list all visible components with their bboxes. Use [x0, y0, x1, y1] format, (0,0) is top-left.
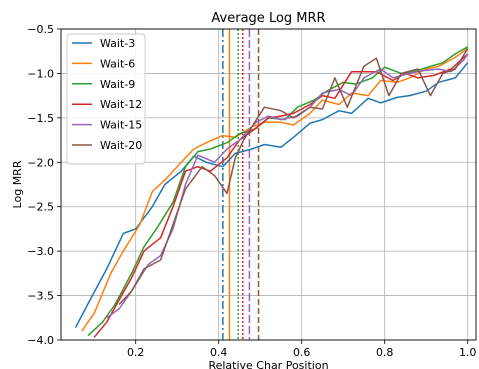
y-tick-label: −1.0 — [27, 67, 54, 80]
plot-frame — [60, 28, 477, 341]
legend-label: Wait-20 — [100, 139, 142, 152]
y-axis-label: Log MRR — [11, 160, 24, 208]
legend-label: Wait-15 — [100, 119, 142, 132]
x-tick-label: 0.2 — [127, 346, 145, 359]
y-tick-label: −1.5 — [27, 112, 54, 125]
legend-label: Wait-6 — [100, 57, 135, 70]
y-tick-label: −2.0 — [27, 156, 54, 169]
series-lines — [74, 46, 469, 338]
x-tick-label: 0.8 — [376, 346, 394, 359]
y-tick-label: −0.5 — [27, 23, 54, 36]
legend-label: Wait-9 — [100, 78, 135, 91]
y-tick-label: −3.0 — [27, 245, 54, 258]
series-line-wait-20 — [118, 48, 469, 306]
y-tick-label: −4.0 — [27, 334, 54, 347]
x-tick-label: 0.6 — [293, 346, 311, 359]
y-tick-label: −2.5 — [27, 201, 54, 214]
x-tick-label: 0.4 — [210, 346, 228, 359]
legend-label: Wait-3 — [100, 37, 135, 50]
legend-box — [66, 33, 146, 165]
chart-title: Average Log MRR — [211, 11, 325, 26]
legend-label: Wait-12 — [100, 98, 142, 111]
x-tick-label: 1.0 — [459, 346, 477, 359]
x-axis-label: Relative Char Position — [208, 359, 328, 369]
series-line-wait-3 — [74, 62, 469, 328]
y-tick-label: −3.5 — [27, 290, 54, 303]
legend: Wait-3 Wait-6 Wait-9 Wait-12 Wait-15 Wait-20 — [66, 33, 146, 165]
series-line-wait-6 — [81, 47, 469, 332]
ticks: 0.2 0.4 0.6 0.8 1.0 −4.0 −3.5 −3.0 −2.5 −2.0 −1.5 −… — [27, 23, 476, 359]
